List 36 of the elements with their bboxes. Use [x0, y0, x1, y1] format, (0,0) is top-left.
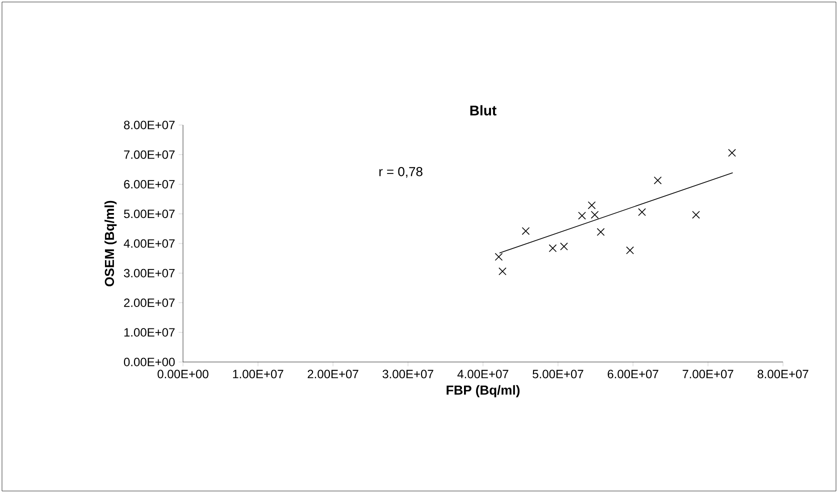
point — [494, 252, 503, 261]
x-tick-label: 0.00E+00 — [158, 370, 208, 378]
point — [692, 210, 700, 219]
y-axis-title: OSEM (Bq/ml) — [104, 200, 117, 286]
y-tick-label: 8.00E+07 — [124, 120, 175, 130]
point — [654, 176, 662, 184]
y-tick-label: 0.00E+00 — [124, 358, 175, 366]
y-tick-label: 5.00E+07 — [124, 210, 175, 218]
x-tick-label: 5.00E+07 — [532, 370, 584, 378]
y-tick-label: 7.00E+07 — [124, 150, 175, 159]
annotation: r = 0,78 — [379, 167, 422, 178]
point — [590, 210, 599, 219]
y-tick-label: 1.00E+07 — [124, 328, 175, 337]
x-tick-label: 2.00E+07 — [308, 370, 358, 378]
point — [548, 244, 557, 252]
x-tick-label: 3.00E+07 — [382, 370, 434, 378]
point — [498, 267, 506, 276]
point — [596, 228, 605, 236]
x-tick-label: 1.00E+07 — [233, 370, 284, 378]
y-tick-label: 2.00E+07 — [124, 298, 175, 307]
chart-title: Blut — [470, 105, 496, 116]
x-tick-label: 7.00E+07 — [682, 370, 734, 378]
point — [728, 148, 736, 157]
x-tick-label: 4.00E+07 — [457, 370, 508, 378]
point — [560, 242, 568, 250]
point — [626, 246, 634, 254]
x-tick-label: 6.00E+07 — [608, 370, 658, 378]
y-tick-label: 3.00E+07 — [124, 268, 175, 278]
y-tick-label: 4.00E+07 — [124, 239, 175, 248]
x-axis-title: FBP (Bq/ml) — [446, 385, 520, 398]
point — [522, 227, 530, 235]
point — [638, 208, 646, 216]
x-tick-label: 8.00E+07 — [758, 370, 808, 378]
point — [588, 201, 596, 210]
point — [578, 212, 586, 220]
y-tick-label: 6.00E+07 — [124, 180, 175, 188]
